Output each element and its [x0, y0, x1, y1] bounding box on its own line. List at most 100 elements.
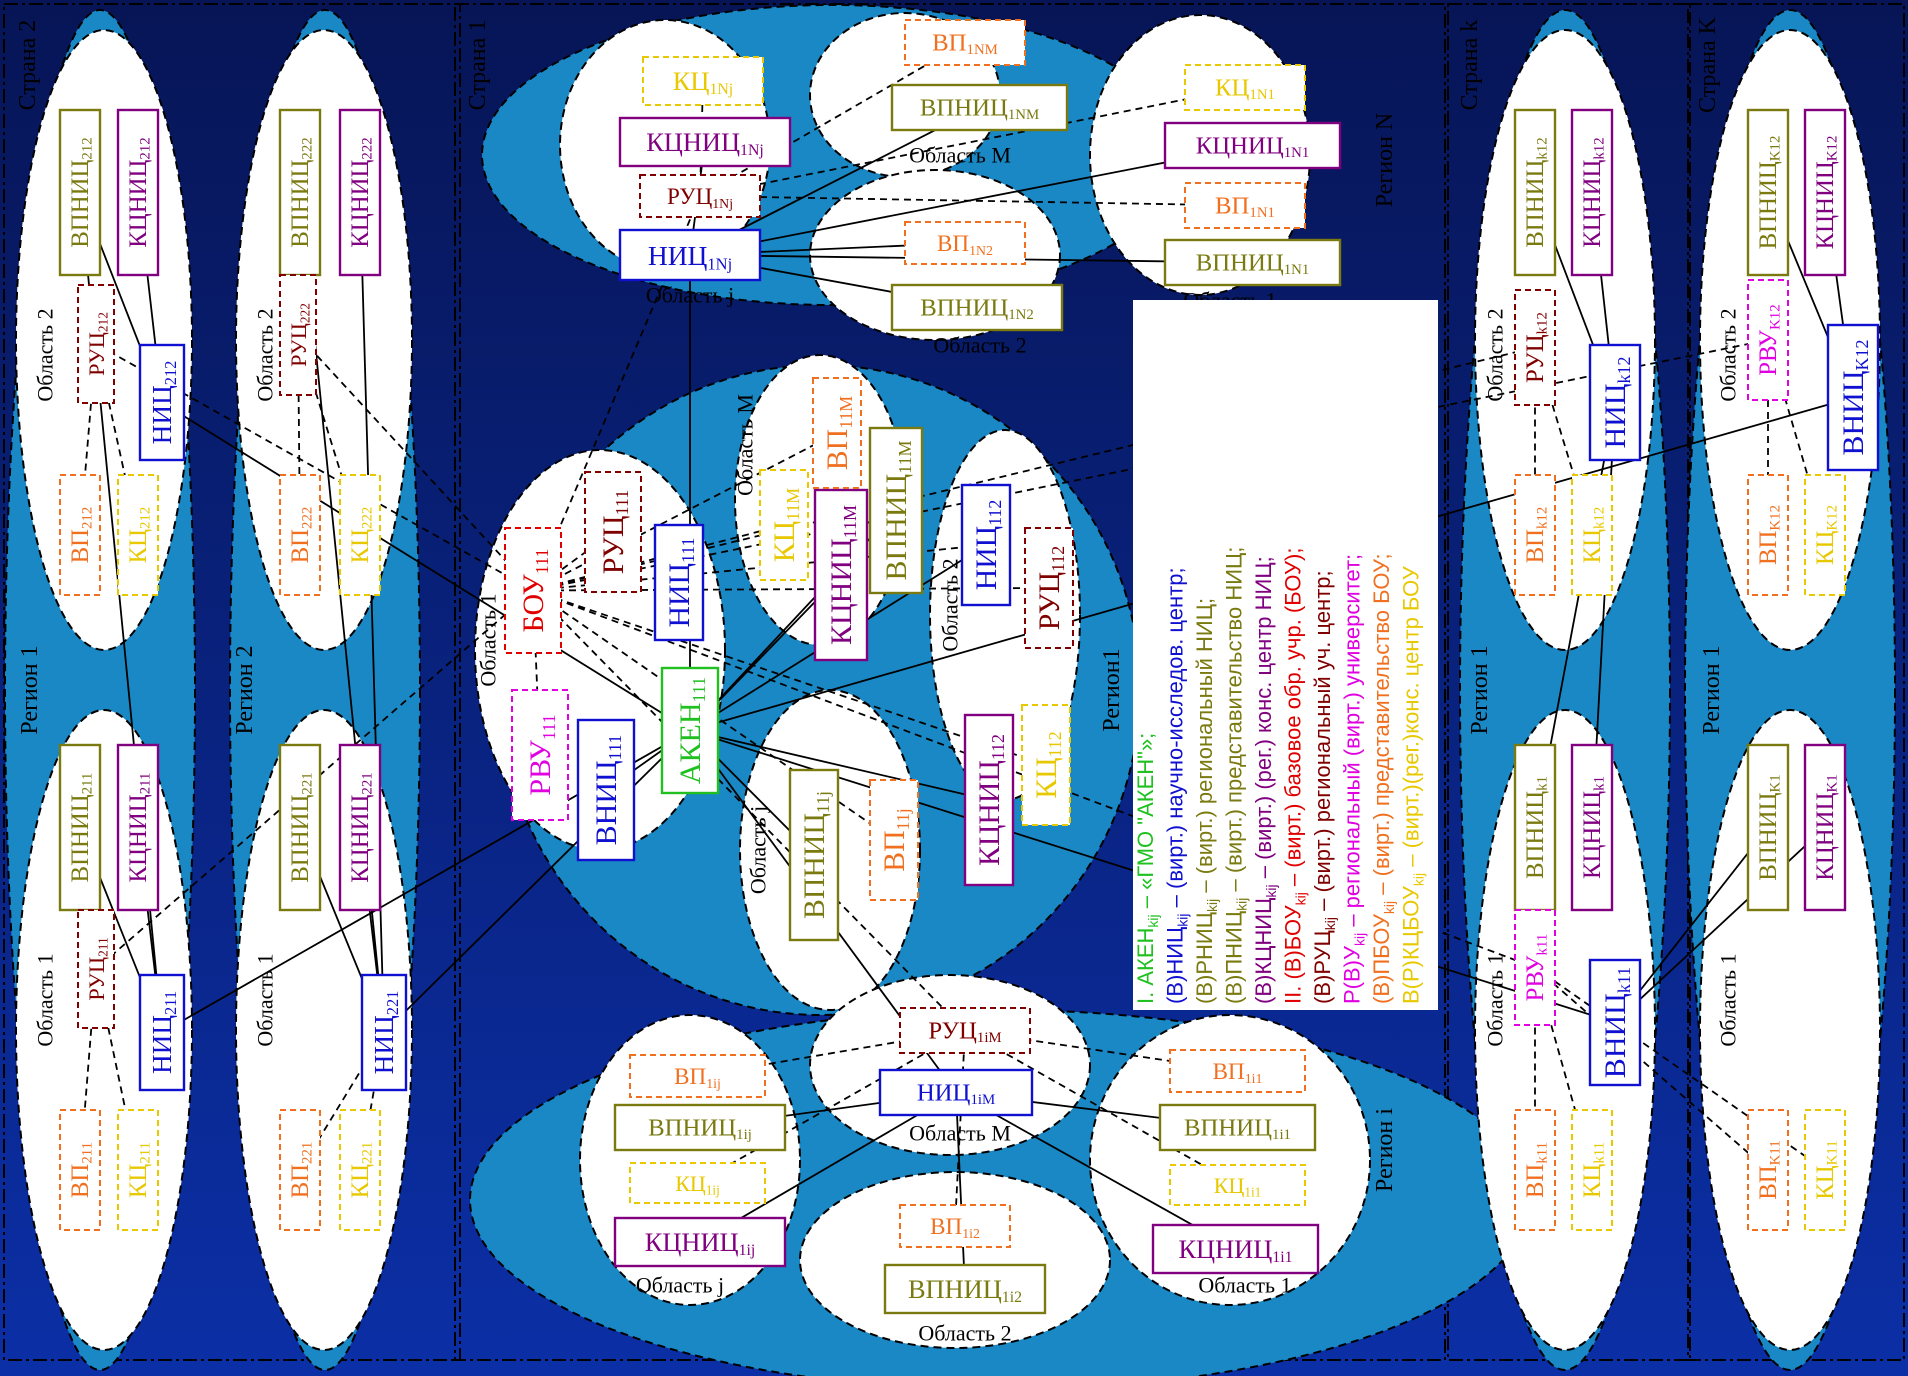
- node-vpnic11M[interactable]: ВПНИЦ11M: [868, 426, 924, 595]
- node-vpnicK12[interactable]: ВПНИЦK12: [1746, 108, 1790, 277]
- node-kcK12[interactable]: КЦK12: [1804, 474, 1846, 596]
- node-vpk12[interactable]: ВПk12: [1514, 474, 1556, 596]
- node-box: [1163, 238, 1342, 287]
- node-vpnic1N2[interactable]: ВПНИЦ1N2: [890, 283, 1064, 332]
- node-kcnic1ij[interactable]: КЦНИЦ1ij: [613, 1216, 787, 1268]
- node-kcnic1Nj[interactable]: КЦНИЦ1Nj: [618, 116, 792, 168]
- node-vnick11[interactable]: ВНИЦk11: [1588, 958, 1642, 1087]
- node-vp1N2[interactable]: ВП1N2: [904, 221, 1026, 265]
- node-vp1NM[interactable]: ВП1NM: [904, 19, 1026, 66]
- node-ruc1Nj[interactable]: РУЦ1Nj: [639, 174, 761, 218]
- node-vnicK12[interactable]: ВНИЦK12: [1826, 323, 1880, 472]
- node-vpnic1i1[interactable]: ВПНИЦ1i1: [1158, 1103, 1317, 1152]
- node-vp222[interactable]: ВП222: [279, 474, 321, 596]
- node-kc11M[interactable]: КЦ11M: [759, 469, 809, 581]
- node-kcnic112[interactable]: КЦНИЦ112: [963, 713, 1015, 887]
- node-vpnic1N1[interactable]: ВПНИЦ1N1: [1163, 238, 1342, 287]
- node-bou111[interactable]: БОУ111: [504, 527, 562, 654]
- node-kcnic11M[interactable]: КЦНИЦ11M: [813, 488, 869, 662]
- node-kcnic212[interactable]: КЦНИЦ212: [116, 108, 160, 277]
- node-vpK11[interactable]: ВПK11: [1747, 1109, 1789, 1231]
- node-kc1N1[interactable]: КЦ1N1: [1184, 64, 1306, 111]
- node-aken111[interactable]: АКЕН111: [660, 666, 720, 795]
- node-ruc212[interactable]: РУЦ212: [77, 284, 115, 404]
- node-nic1Nj[interactable]: НИЦ1Nj: [618, 228, 762, 282]
- node-vp1N1[interactable]: ВП1N1: [1184, 182, 1306, 229]
- node-kc112[interactable]: КЦ112: [1021, 704, 1071, 826]
- node-label: НИЦk12: [1599, 357, 1635, 449]
- node-vpnicK1[interactable]: ВПНИЦK1: [1746, 743, 1790, 912]
- node-nic212[interactable]: НИЦ212: [138, 343, 186, 462]
- node-label-main: ВПНИЦ: [287, 159, 314, 247]
- node-vnic111[interactable]: ВНИЦ111: [576, 718, 636, 862]
- node-label-main: РУЦ: [597, 515, 630, 574]
- node-ruc112[interactable]: РУЦ112: [1024, 527, 1074, 649]
- node-kcnic1N1[interactable]: КЦНИЦ1N1: [1163, 121, 1342, 170]
- node-kcnic221[interactable]: КЦНИЦ221: [338, 743, 382, 912]
- node-label-main: ВП: [932, 29, 967, 56]
- node-vpnic221[interactable]: ВПНИЦ221: [278, 743, 322, 912]
- node-label: КЦ211: [125, 1142, 154, 1198]
- node-kck12[interactable]: КЦk12: [1571, 474, 1613, 596]
- node-vpnic222[interactable]: ВПНИЦ222: [278, 108, 322, 277]
- node-label-main: ВПНИЦ: [798, 813, 831, 919]
- node-kc1ij[interactable]: КЦ1ij: [629, 1162, 766, 1204]
- node-kcnic1i1[interactable]: КЦНИЦ1i1: [1151, 1223, 1320, 1275]
- node-vpK12[interactable]: ВПK12: [1747, 474, 1789, 596]
- node-nic1iM[interactable]: НИЦ1iM: [878, 1068, 1034, 1117]
- node-vp212[interactable]: ВП212: [59, 474, 101, 596]
- node-kcK11[interactable]: КЦK11: [1804, 1109, 1846, 1231]
- node-label-sub: 212: [79, 507, 95, 529]
- node-label-main: КЦ: [768, 521, 801, 562]
- node-rvuk11[interactable]: РВУk11: [1514, 909, 1556, 1026]
- node-kc222[interactable]: КЦ222: [339, 474, 381, 596]
- node-vpnic1i2[interactable]: ВПНИЦ1i2: [883, 1263, 1047, 1315]
- node-label: ВПk11: [1522, 1142, 1551, 1198]
- node-vpnic212[interactable]: ВПНИЦ212: [58, 108, 102, 277]
- node-nic221[interactable]: НИЦ221: [360, 973, 408, 1092]
- node-rvu111[interactable]: РВУ111: [511, 689, 569, 821]
- node-rvuK12[interactable]: РВУK12: [1747, 279, 1789, 401]
- node-nick12[interactable]: НИЦk12: [1588, 343, 1642, 462]
- node-ruc111[interactable]: РУЦ111: [584, 471, 642, 593]
- node-vpk11[interactable]: ВПk11: [1514, 1109, 1556, 1231]
- node-label-main: РУЦ: [667, 183, 713, 209]
- node-kc212[interactable]: КЦ212: [117, 474, 159, 596]
- node-nic112[interactable]: НИЦ112: [960, 483, 1012, 607]
- node-kc221[interactable]: КЦ221: [339, 1109, 381, 1231]
- node-nic111[interactable]: НИЦ111: [653, 523, 705, 642]
- node-vp11M[interactable]: ВП11M: [812, 377, 862, 489]
- node-vp211[interactable]: ВП211: [59, 1109, 101, 1231]
- node-kcnick1[interactable]: КЦНИЦk1: [1570, 743, 1614, 912]
- node-vpnic1NM[interactable]: ВПНИЦ1NM: [890, 83, 1069, 132]
- node-ruc211[interactable]: РУЦ211: [77, 909, 115, 1029]
- node-ruc222[interactable]: РУЦ222: [279, 274, 317, 396]
- node-ruck12[interactable]: РУЦk12: [1514, 289, 1556, 406]
- node-vp11j[interactable]: ВП11j: [869, 779, 919, 901]
- node-vp1i1[interactable]: ВП1i1: [1169, 1049, 1306, 1093]
- node-nic211[interactable]: НИЦ211: [138, 973, 186, 1092]
- node-vpnic211[interactable]: ВПНИЦ211: [58, 743, 102, 912]
- area-label: Область 2: [933, 333, 1026, 358]
- node-kc211[interactable]: КЦ211: [117, 1109, 159, 1231]
- node-kcnick12[interactable]: КЦНИЦk12: [1570, 108, 1614, 277]
- node-kcnicK12[interactable]: КЦНИЦK12: [1803, 108, 1847, 277]
- node-vpnick1[interactable]: ВПНИЦk1: [1513, 743, 1557, 912]
- node-vpnick12[interactable]: ВПНИЦk12: [1513, 108, 1557, 277]
- node-ruc1iM[interactable]: РУЦ1iM: [899, 1007, 1031, 1054]
- node-vp1ij[interactable]: ВП1ij: [629, 1054, 766, 1098]
- node-label: ВПНИЦ1ij: [648, 1114, 752, 1143]
- node-label-sub: k12: [1591, 507, 1607, 529]
- node-kc1i1[interactable]: КЦ1i1: [1169, 1164, 1306, 1206]
- node-vp221[interactable]: ВП221: [279, 1109, 321, 1231]
- node-kcnic222[interactable]: КЦНИЦ222: [338, 108, 382, 277]
- node-vp1i2[interactable]: ВП1i2: [899, 1204, 1011, 1248]
- node-vpnic1ij[interactable]: ВПНИЦ1ij: [613, 1103, 787, 1152]
- node-label: НИЦ1iM: [917, 1079, 995, 1108]
- node-kcnic211[interactable]: КЦНИЦ211: [116, 743, 160, 912]
- node-kc1Nj[interactable]: КЦ1Nj: [642, 56, 764, 106]
- node-kcnicK1[interactable]: КЦНИЦK1: [1803, 743, 1847, 912]
- node-kck11[interactable]: КЦk11: [1571, 1109, 1613, 1231]
- node-label: КЦ1Nj: [673, 66, 733, 97]
- node-vpnic11j[interactable]: ВПНИЦ11j: [788, 768, 840, 942]
